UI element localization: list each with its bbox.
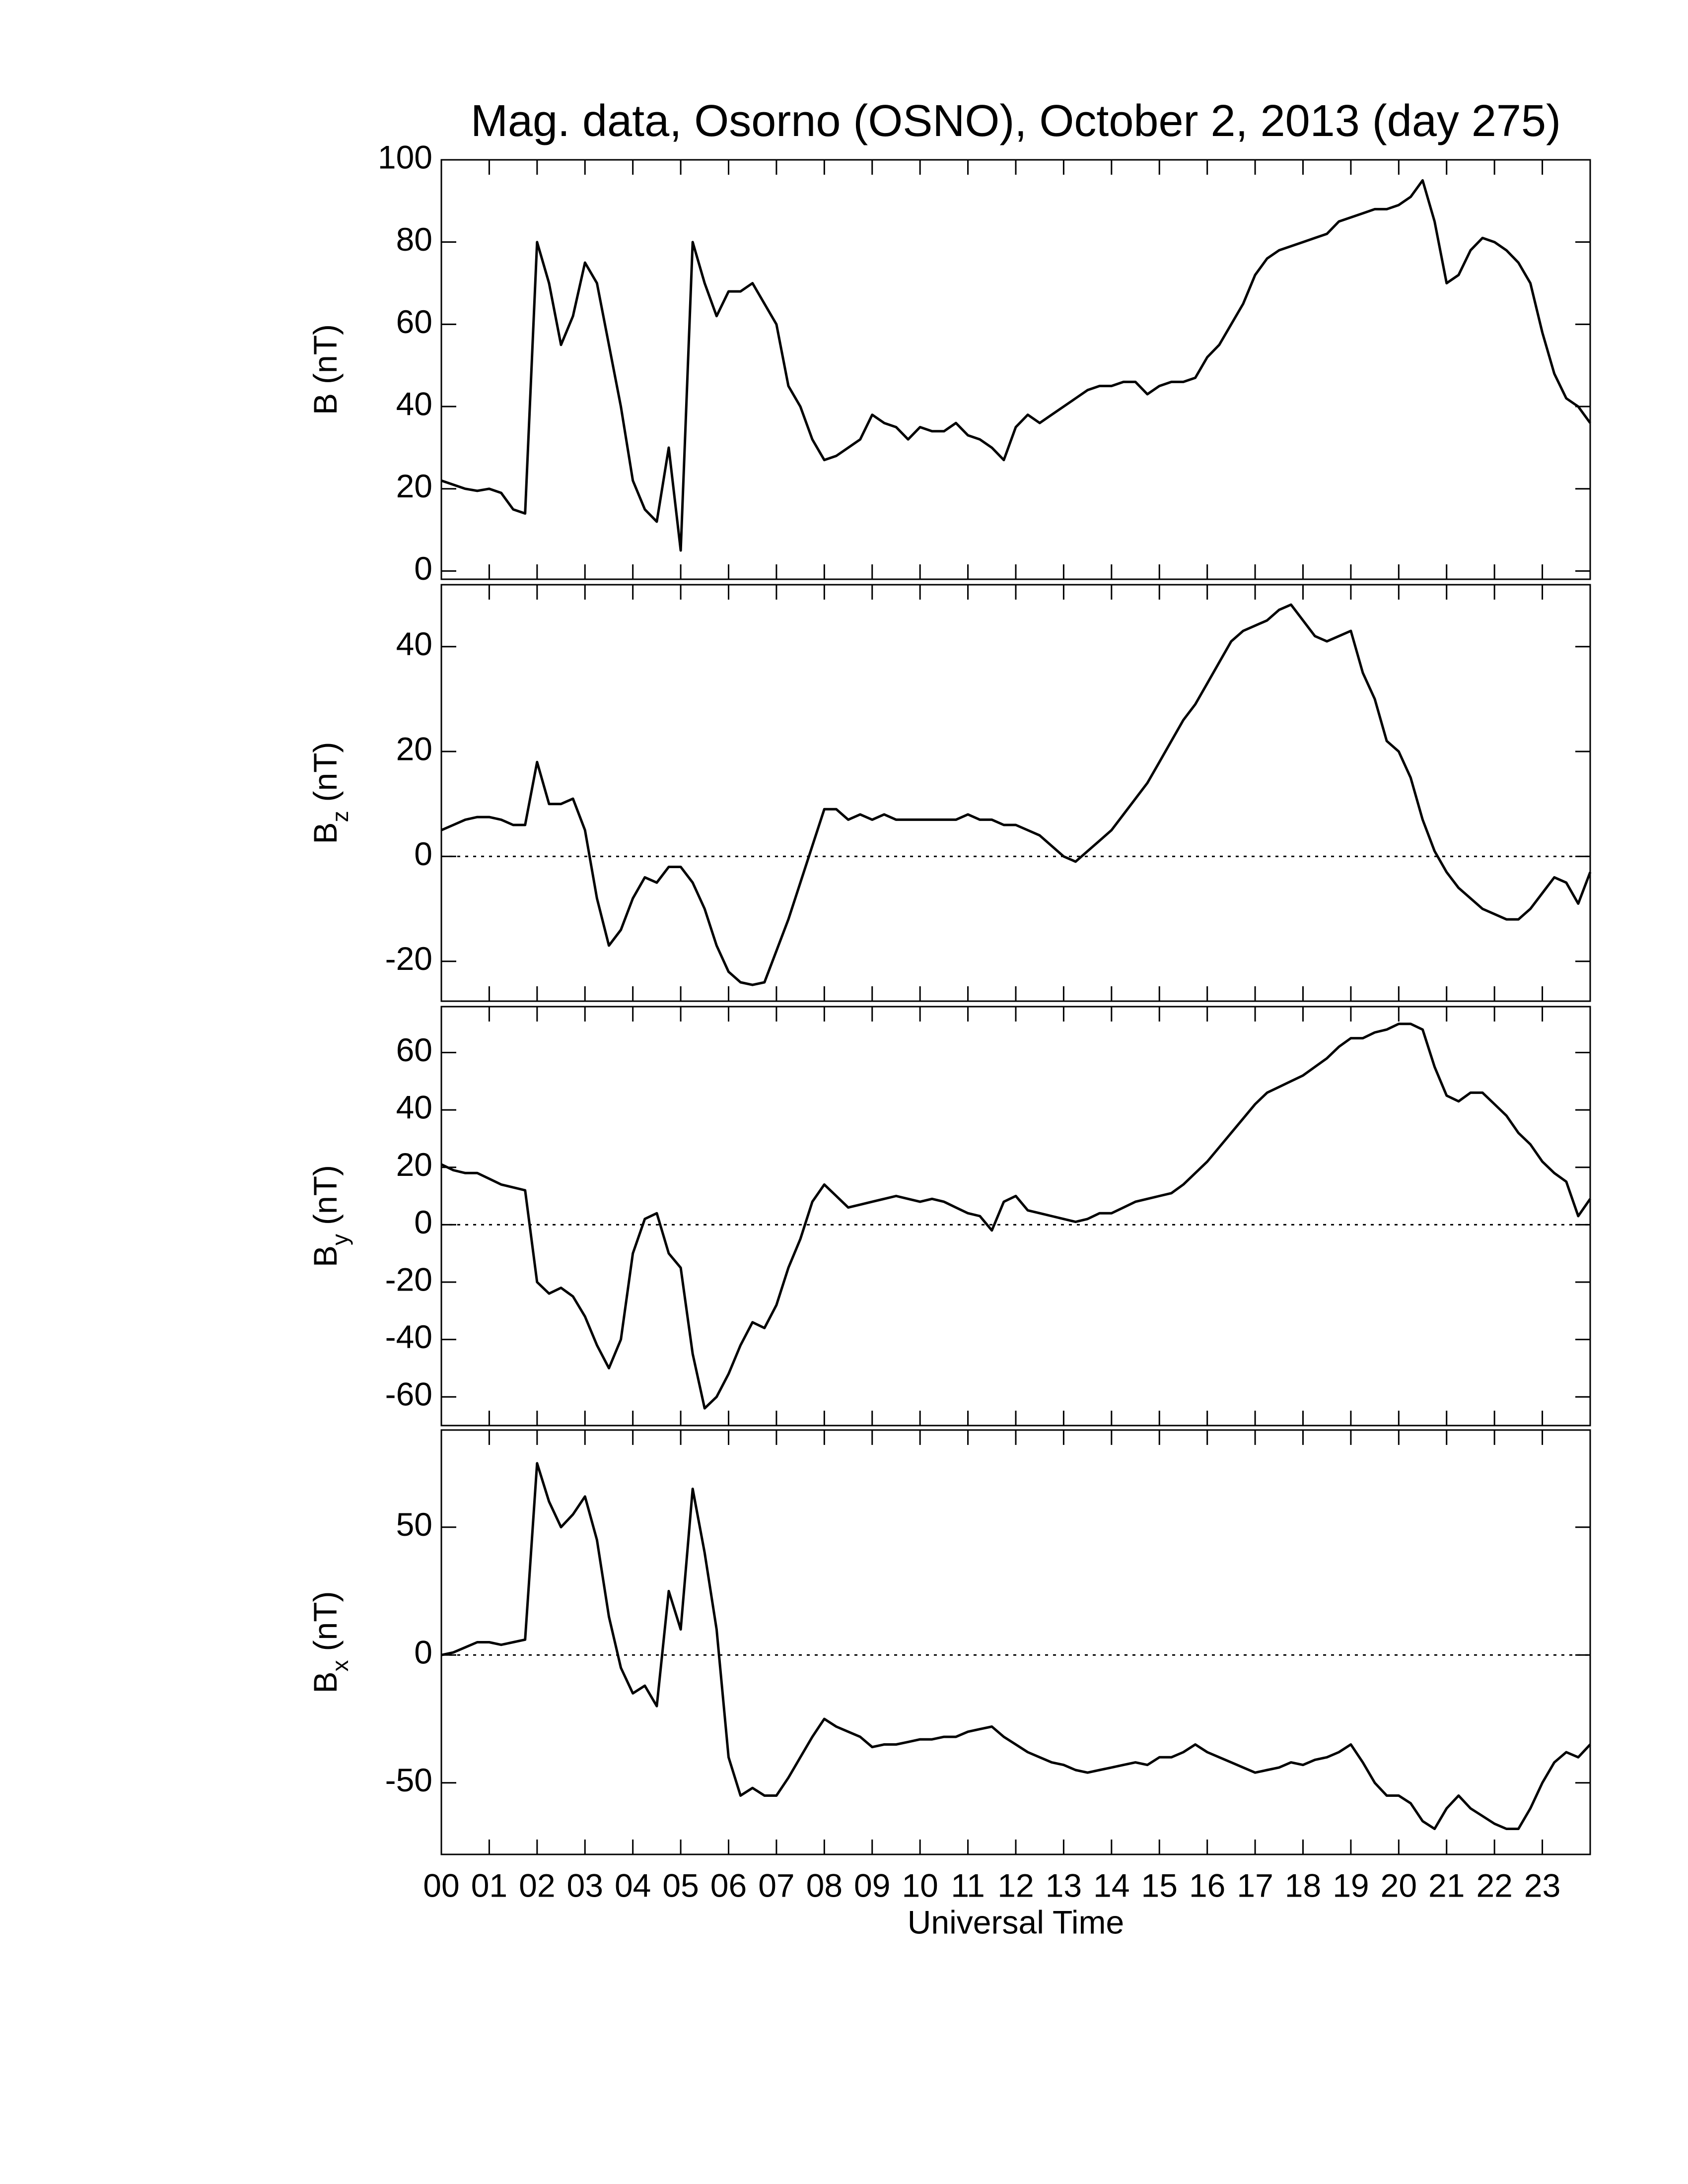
x-tick-label: 06 xyxy=(710,1867,747,1904)
x-tick-label: 16 xyxy=(1189,1867,1225,1904)
data-line xyxy=(440,1023,1592,1410)
y-axis-label-unit: (nT) xyxy=(307,1165,344,1225)
y-tick-label: -20 xyxy=(385,1261,432,1297)
y-axis-label-base: B xyxy=(307,822,344,844)
y-tick-label: 20 xyxy=(396,1146,432,1183)
y-axis-label-sub: z xyxy=(327,811,353,822)
data-line xyxy=(441,603,1592,986)
y-axis-label-base: B xyxy=(307,1671,344,1693)
x-tick-label: 23 xyxy=(1524,1867,1560,1904)
plot-frame xyxy=(440,1429,1591,1855)
y-tick-label: 0 xyxy=(414,835,432,872)
y-tick-label: 20 xyxy=(396,730,432,767)
data-line xyxy=(441,179,1592,552)
y-axis-label: Bz (nT) xyxy=(307,742,353,844)
x-tick-label: 03 xyxy=(567,1867,603,1904)
x-tick-label: 13 xyxy=(1046,1867,1082,1904)
x-axis-label: Universal Time xyxy=(908,1904,1124,1940)
y-tick-label: 0 xyxy=(414,1204,432,1240)
x-tick-label: 20 xyxy=(1381,1867,1417,1904)
x-tick-label: 22 xyxy=(1476,1867,1512,1904)
y-tick-label: -20 xyxy=(385,940,432,977)
x-tick-label: 10 xyxy=(902,1867,938,1904)
y-axis-label-unit: (nT) xyxy=(307,324,344,384)
chart-title: Mag. data, Osorno (OSNO), October 2, 201… xyxy=(471,96,1561,146)
x-tick-label: 12 xyxy=(997,1867,1034,1904)
x-tick-label: 19 xyxy=(1333,1867,1369,1904)
x-tick-label: 07 xyxy=(758,1867,794,1904)
x-tick-label: 00 xyxy=(423,1867,459,1904)
x-tick-label: 01 xyxy=(471,1867,507,1904)
x-tick-label: 18 xyxy=(1285,1867,1321,1904)
y-axis-label: Bx (nT) xyxy=(307,1591,353,1693)
y-axis-label-unit: (nT) xyxy=(307,742,344,802)
y-tick-label: 80 xyxy=(396,221,432,258)
x-tick-label: 15 xyxy=(1141,1867,1178,1904)
x-tick-label: 21 xyxy=(1428,1867,1465,1904)
y-tick-label: -50 xyxy=(385,1762,432,1798)
y-tick-label: -60 xyxy=(385,1376,432,1413)
data-line xyxy=(441,1462,1591,1830)
y-axis-label-sub: y xyxy=(327,1234,353,1245)
x-tick-label: 02 xyxy=(519,1867,555,1904)
y-tick-label: 0 xyxy=(414,1634,432,1671)
y-tick-label: 40 xyxy=(396,1089,432,1126)
y-axis-label: B (nT) xyxy=(307,324,344,415)
x-tick-label: 11 xyxy=(951,1867,985,1904)
x-tick-label: 14 xyxy=(1093,1867,1129,1904)
y-axis-label-sub: x xyxy=(327,1660,353,1671)
y-tick-label: 100 xyxy=(378,138,432,175)
y-axis-label-base: B xyxy=(307,1245,344,1267)
y-tick-label: 20 xyxy=(396,468,432,504)
plot-frame xyxy=(440,1006,1591,1427)
plot-frame xyxy=(440,159,1591,580)
y-tick-label: 60 xyxy=(396,303,432,340)
y-axis-label: By (nT) xyxy=(307,1165,353,1267)
x-tick-label: 08 xyxy=(806,1867,843,1904)
x-tick-label: 09 xyxy=(854,1867,890,1904)
x-tick-label: 17 xyxy=(1237,1867,1273,1904)
y-tick-label: -40 xyxy=(385,1318,432,1355)
y-axis-label-unit: (nT) xyxy=(307,1591,344,1651)
y-tick-label: 60 xyxy=(396,1031,432,1068)
x-tick-label: 04 xyxy=(615,1867,651,1904)
x-tick-label: 05 xyxy=(662,1867,699,1904)
y-tick-label: 40 xyxy=(396,625,432,662)
y-axis-label-base: B xyxy=(307,393,344,415)
y-tick-label: 0 xyxy=(414,550,432,587)
y-tick-label: 50 xyxy=(396,1506,432,1543)
y-tick-label: 40 xyxy=(396,385,432,422)
plot-frame xyxy=(440,584,1591,1002)
